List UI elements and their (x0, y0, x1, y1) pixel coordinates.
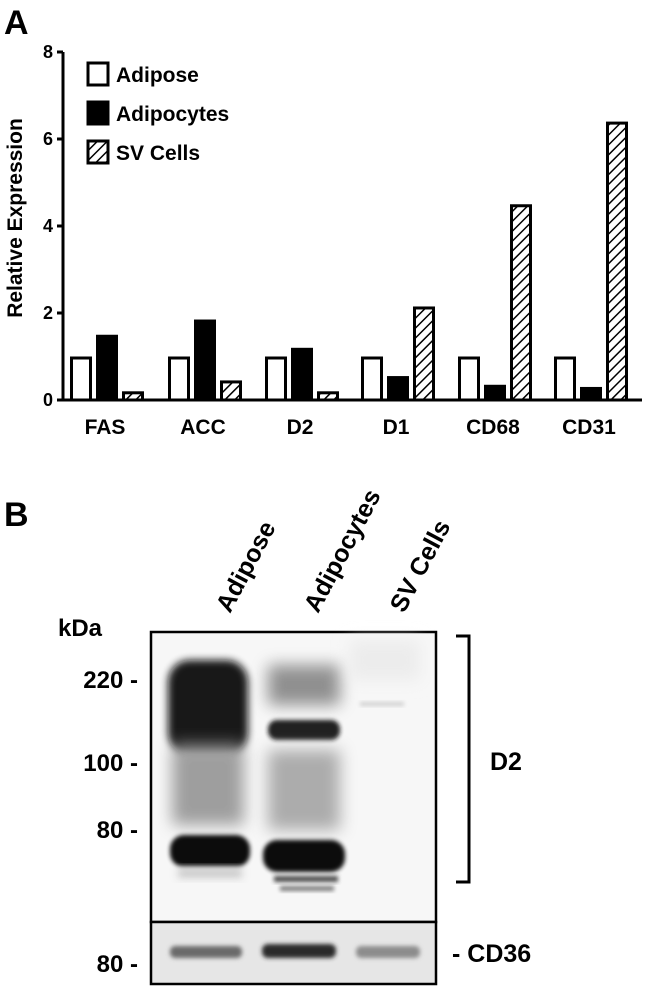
legend-item-sv-cells: SV Cells (86, 139, 200, 165)
band-label-d2: D2 (490, 748, 522, 776)
bar-adipose-fas (70, 356, 92, 402)
category-label-cd68: CD68 (466, 416, 520, 439)
legend-label-adipose: Adipose (116, 64, 199, 87)
legend: Adipose Adipocytes SV Cells (86, 61, 229, 165)
marker-80: 80 - (97, 817, 138, 844)
bar-sv-cells-d2 (317, 391, 339, 402)
band-label-cd36: - CD36 (452, 940, 531, 968)
legend-swatch-adipocytes (86, 100, 110, 126)
bar-sv-cells-acc (220, 380, 242, 402)
y-ticks: 0 2 4 6 8 (43, 42, 63, 410)
bars (70, 121, 628, 402)
lane-sv-cells-bands (350, 640, 420, 706)
y-tick-label: 2 (43, 303, 53, 323)
lane-label-sv-cells: SV Cells (385, 515, 457, 616)
legend-swatch-adipose (86, 61, 110, 87)
blot-d2 (149, 630, 438, 924)
legend-label-adipocytes: Adipocytes (116, 103, 229, 126)
y-tick-label: 4 (43, 216, 53, 236)
panel-a-label: A (4, 4, 29, 42)
bar-adipocytes-d2 (291, 347, 313, 402)
lane-label-adipocytes: Adipocytes (299, 485, 387, 617)
blot-cd36 (149, 920, 438, 986)
legend-item-adipose: Adipose (86, 61, 199, 87)
lane-adipocytes-bands (263, 665, 345, 891)
legend-swatch-sv-cells (86, 139, 110, 165)
category-label-cd31: CD31 (562, 416, 616, 439)
panel-b-label: B (4, 496, 29, 534)
category-label-d2: D2 (287, 416, 314, 439)
lane-label-adipose: Adipose (211, 517, 282, 617)
marker-80-cd36: 80 - (97, 951, 138, 978)
legend-label-sv-cells: SV Cells (116, 142, 200, 165)
category-labels: FAS ACC D2 D1 CD68 CD31 (85, 416, 617, 439)
bar-adipose-acc (168, 356, 190, 402)
bar-sv-cells-cd31 (606, 121, 628, 402)
y-tick-label: 6 (43, 129, 53, 149)
bar-adipose-cd31 (554, 356, 576, 402)
bar-chart: 0 2 4 6 8 FAS ACC D2 D1 CD68 CD31 (43, 42, 642, 439)
bar-adipocytes-cd68 (484, 384, 506, 402)
d2-bracket (456, 634, 471, 884)
marker-220: 220 - (83, 667, 138, 694)
bar-sv-cells-fas (122, 391, 144, 402)
bar-adipocytes-fas (96, 334, 118, 402)
lane-adipose-bands (168, 660, 250, 878)
bar-sv-cells-d1 (413, 306, 435, 402)
bar-adipocytes-d1 (387, 376, 409, 402)
bar-adipocytes-acc (194, 319, 216, 402)
y-tick-label: 0 (43, 390, 53, 410)
category-label-d1: D1 (383, 416, 410, 439)
category-label-fas: FAS (85, 416, 126, 439)
marker-100: 100 - (83, 750, 138, 777)
y-axis-title: Relative Expression (4, 118, 27, 318)
bar-adipose-cd68 (458, 356, 480, 402)
bar-adipose-d1 (361, 356, 383, 402)
bar-adipocytes-cd31 (580, 386, 602, 402)
bar-sv-cells-cd68 (510, 204, 532, 402)
y-tick-label: 8 (43, 42, 53, 62)
kda-label: kDa (58, 615, 103, 642)
category-label-acc: ACC (180, 416, 226, 439)
legend-item-adipocytes: Adipocytes (86, 100, 229, 126)
bar-adipose-d2 (265, 356, 287, 402)
